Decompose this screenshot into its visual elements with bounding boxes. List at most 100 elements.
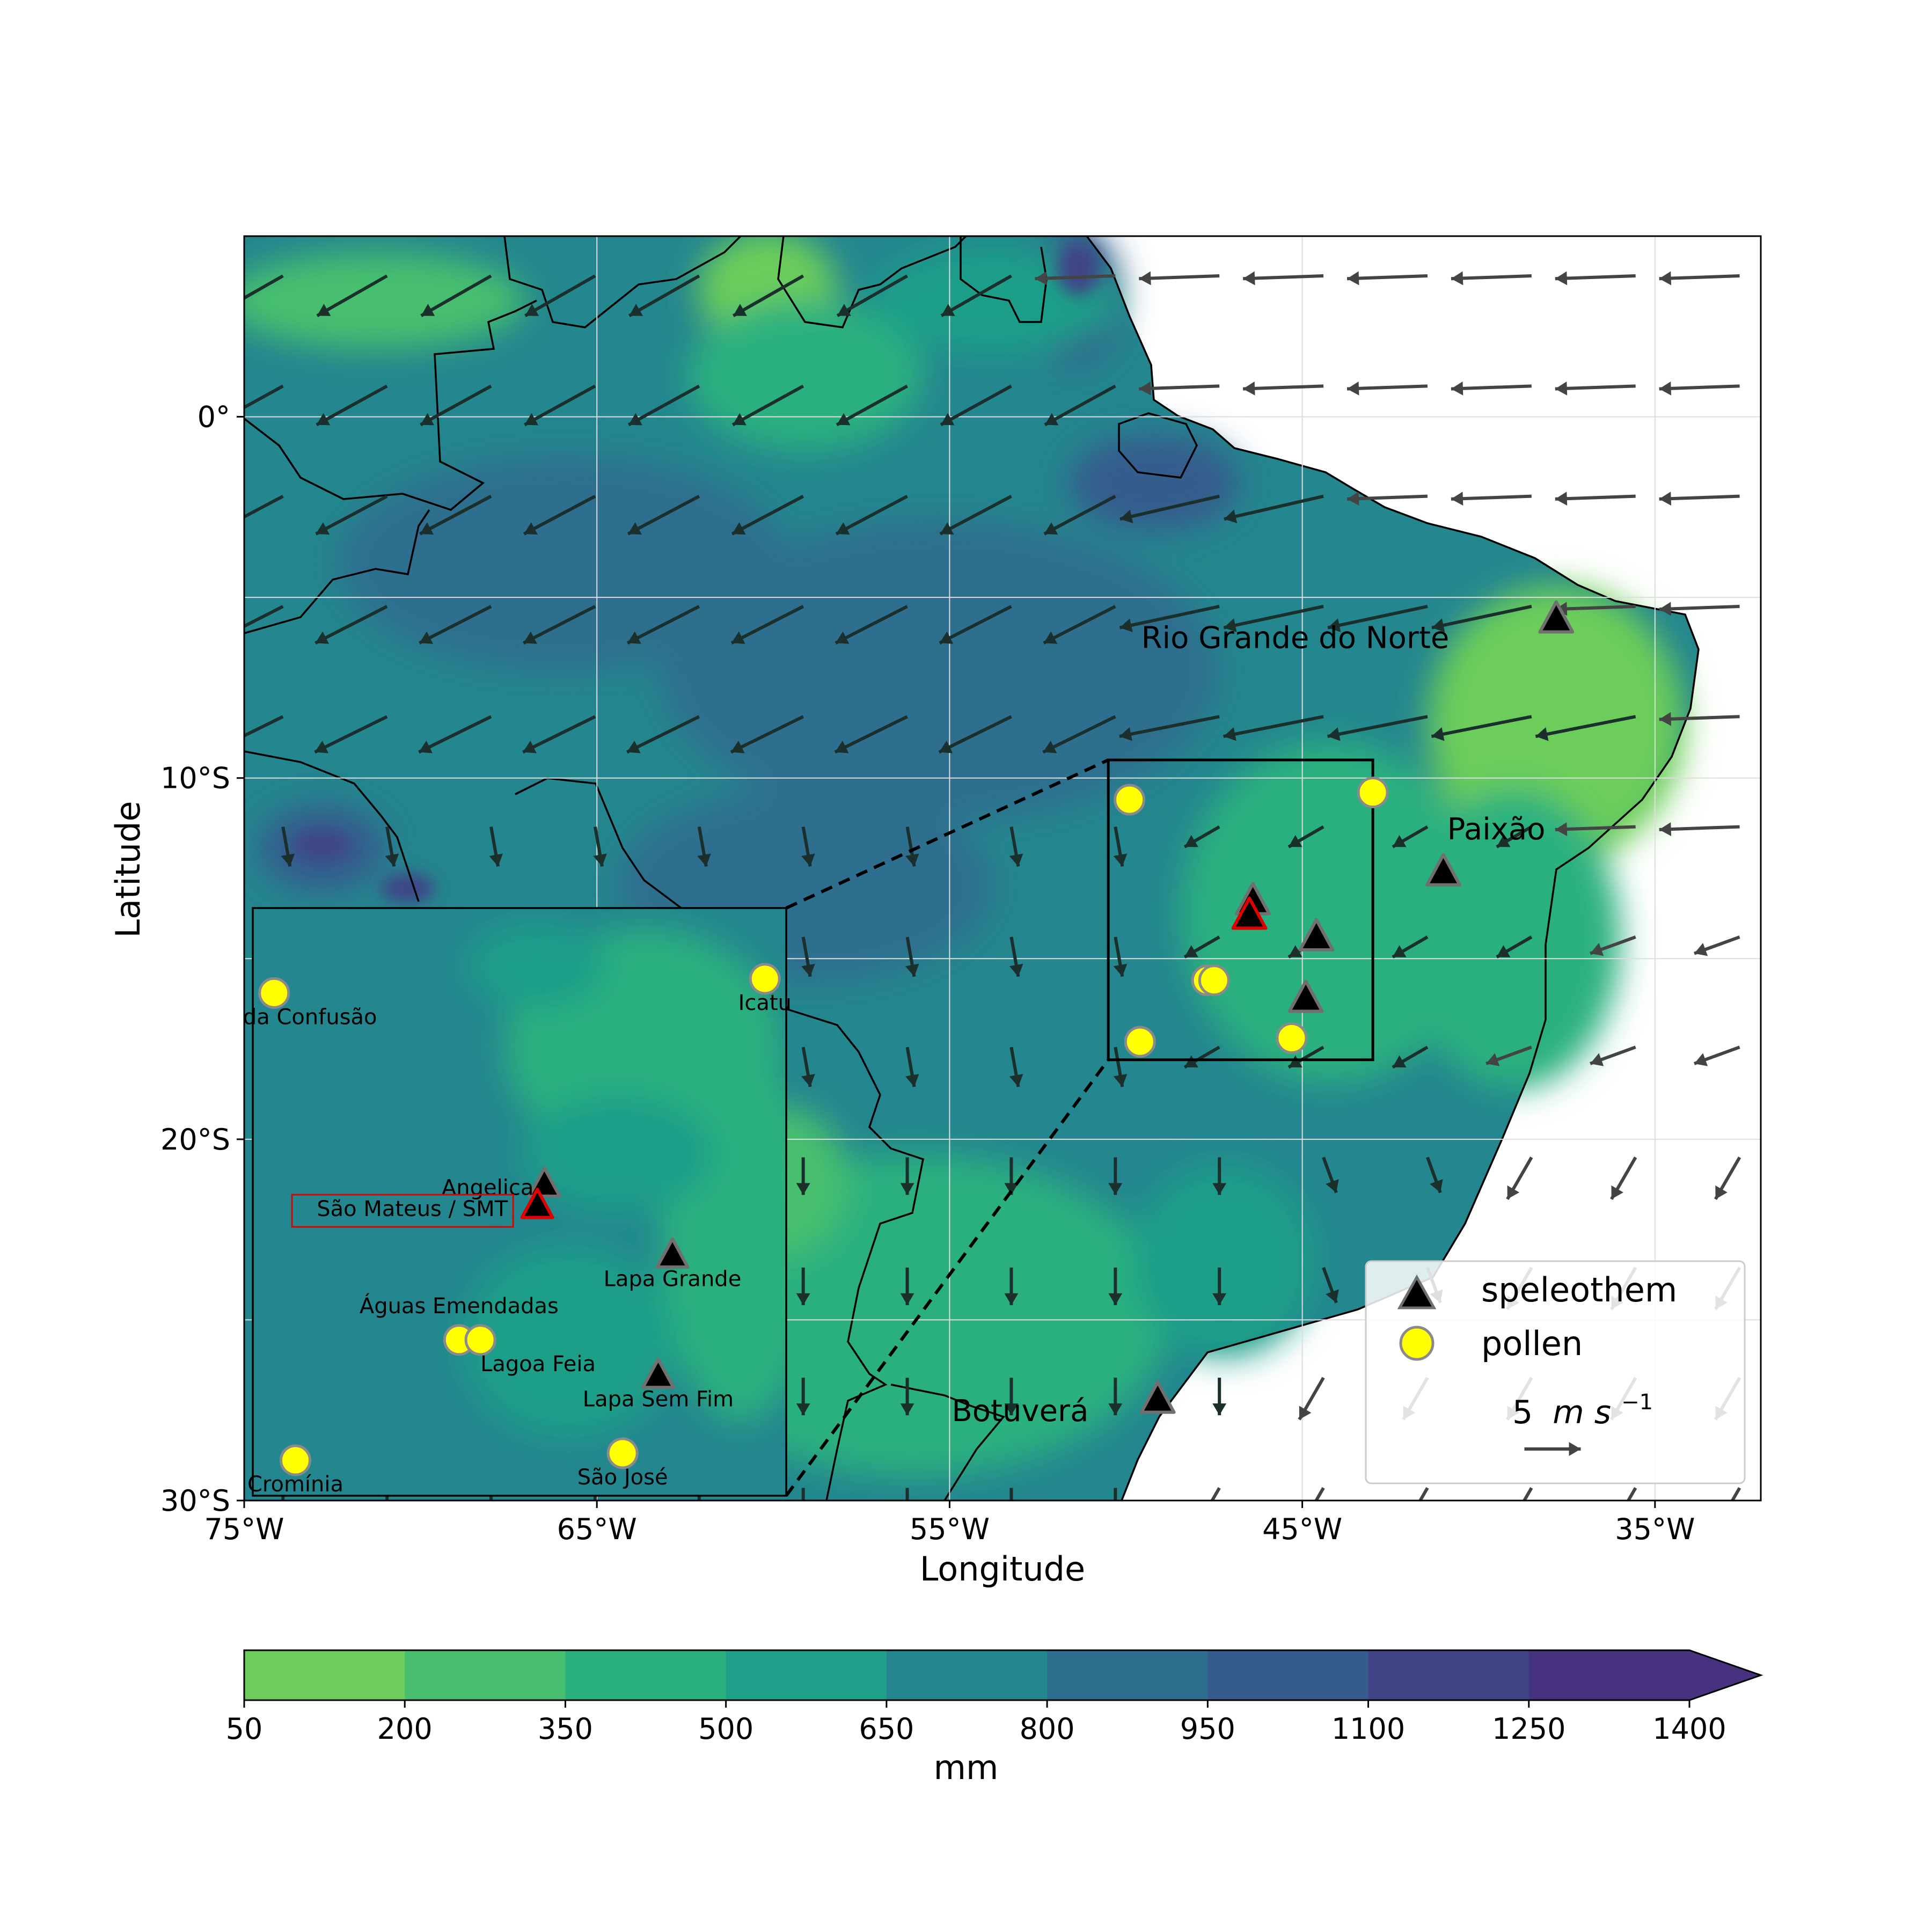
wind-arrow-shaft bbox=[836, 274, 909, 317]
wind-arrow-shaft bbox=[1223, 715, 1324, 738]
wind-arrow-head bbox=[1486, 1053, 1500, 1066]
inset-precip-patch bbox=[462, 1245, 676, 1438]
wind-arrow-head bbox=[1195, 1516, 1208, 1530]
wind-arrow-shaft bbox=[244, 384, 284, 409]
wind-arrow-shaft bbox=[1042, 715, 1116, 754]
wind-arrow-head bbox=[1108, 1293, 1123, 1305]
wind-arrow-head bbox=[1392, 1055, 1407, 1067]
inset-pollen-marker bbox=[606, 1437, 639, 1469]
wind-arrow-head bbox=[801, 963, 815, 977]
wind-arrow-head bbox=[213, 304, 227, 316]
wind-arrow-shaft bbox=[730, 715, 804, 754]
wind-arrow-head bbox=[796, 1403, 810, 1416]
wind-arrow-head bbox=[1299, 1406, 1312, 1420]
legend: speleothem pollen 5 m s −1 bbox=[1365, 1260, 1746, 1484]
wind-arrow-head bbox=[1659, 271, 1672, 286]
wind-arrow-head bbox=[1243, 271, 1255, 286]
quiver-key-exponent: −1 bbox=[1621, 1390, 1653, 1415]
wind-arrow-head bbox=[421, 304, 435, 316]
wind-arrow-head bbox=[1659, 381, 1672, 396]
wind-arrow-shaft bbox=[1346, 384, 1428, 391]
wind-arrow-shaft bbox=[627, 495, 700, 536]
wind-arrow-shaft bbox=[523, 495, 596, 536]
wind-arrow-shaft bbox=[1346, 274, 1428, 281]
wind-arrow-shaft bbox=[731, 384, 804, 427]
wind-arrow-head bbox=[731, 741, 745, 753]
wind-arrow-head bbox=[1108, 1183, 1123, 1195]
precip-patch bbox=[295, 830, 349, 860]
wind-arrow-shaft bbox=[731, 495, 804, 536]
wind-arrow-head bbox=[1212, 1403, 1227, 1416]
wind-arrow-head bbox=[211, 741, 224, 753]
border-line bbox=[960, 236, 1048, 323]
wind-arrow-head bbox=[941, 304, 955, 316]
wind-arrow-head bbox=[1212, 1183, 1227, 1195]
inset-site-label: São José bbox=[577, 1465, 668, 1490]
highlight-label-box bbox=[291, 1194, 514, 1228]
wind-arrow-shaft bbox=[1043, 605, 1116, 645]
wind-arrow-head bbox=[900, 1183, 914, 1195]
wind-arrow-head bbox=[523, 631, 537, 644]
wind-arrow-shaft bbox=[244, 605, 284, 628]
colorbar-tick-label: 800 bbox=[1020, 1712, 1075, 1746]
wind-arrow-shaft bbox=[419, 605, 492, 645]
wind-arrow-head bbox=[1139, 381, 1151, 396]
wind-arrow-shaft bbox=[420, 274, 492, 317]
inset-site-label: Lapa Grande bbox=[604, 1267, 742, 1291]
precip-patch bbox=[660, 521, 1218, 821]
wind-arrow-shaft bbox=[1555, 494, 1636, 501]
pollen-marker bbox=[1357, 777, 1389, 809]
wind-arrow-head bbox=[1009, 853, 1023, 867]
wind-arrow-head bbox=[629, 304, 643, 316]
colorbar-tick-label: 650 bbox=[859, 1712, 914, 1746]
wind-arrow-head bbox=[697, 853, 711, 867]
wind-arrow-head bbox=[1496, 945, 1511, 957]
wind-arrow-shaft bbox=[626, 605, 700, 645]
wind-arrow-shaft bbox=[1555, 604, 1636, 611]
border-line bbox=[244, 750, 420, 902]
wind-arrow-head bbox=[1113, 1074, 1128, 1087]
wind-arrow-shaft bbox=[1139, 274, 1220, 281]
wind-arrow-shaft bbox=[244, 715, 284, 738]
wind-arrow-shaft bbox=[420, 384, 492, 427]
wind-arrow-shaft bbox=[627, 384, 700, 427]
wind-arrow-head bbox=[692, 1513, 706, 1525]
wind-arrow-head bbox=[1223, 727, 1236, 741]
wind-arrow-head bbox=[1451, 492, 1463, 506]
wind-arrow-head bbox=[1590, 942, 1604, 956]
wind-arrow-head bbox=[1043, 741, 1057, 753]
wind-arrow-shaft bbox=[1119, 715, 1220, 738]
zoom-connector bbox=[785, 758, 1109, 910]
wind-arrow-head bbox=[1184, 1055, 1198, 1067]
inset-site-label: Lagoa Feia bbox=[480, 1352, 596, 1377]
wind-arrow-head bbox=[1659, 822, 1672, 837]
wind-arrow-head bbox=[1555, 822, 1568, 837]
wind-arrow-shaft bbox=[314, 605, 388, 645]
wind-arrow-shaft bbox=[315, 495, 388, 536]
wind-arrow-head bbox=[1590, 1053, 1604, 1066]
wind-arrow-shaft bbox=[314, 715, 388, 754]
pollen-marker bbox=[1124, 1026, 1156, 1058]
wind-arrow-head bbox=[420, 522, 434, 535]
wind-arrow-head bbox=[939, 631, 954, 644]
wind-arrow-head bbox=[419, 741, 433, 753]
wind-arrow-head bbox=[900, 1403, 914, 1416]
inset-speleothem-marker bbox=[641, 1357, 675, 1389]
wind-arrow-shaft bbox=[1243, 384, 1324, 391]
zoom-connector bbox=[785, 1058, 1110, 1497]
wind-arrow-shaft bbox=[730, 605, 804, 645]
inset-site-label: São Mateus / SMT bbox=[317, 1197, 508, 1221]
inset-pollen-marker bbox=[280, 1444, 312, 1476]
wind-arrow-shaft bbox=[626, 715, 700, 754]
wind-arrow-shaft bbox=[1659, 604, 1740, 611]
wind-arrow-head bbox=[1507, 1185, 1520, 1199]
wind-arrow-head bbox=[1326, 1179, 1339, 1193]
wind-arrow-head bbox=[1327, 727, 1341, 741]
wind-arrow-shaft bbox=[1431, 715, 1532, 738]
highlighted-speleothem-marker bbox=[1231, 896, 1268, 930]
wind-arrow-head bbox=[1044, 413, 1059, 426]
wind-arrow-shaft bbox=[1210, 1487, 1221, 1501]
wind-arrow-shaft bbox=[524, 274, 596, 317]
colorbar-tick-label: 1250 bbox=[1492, 1712, 1565, 1746]
